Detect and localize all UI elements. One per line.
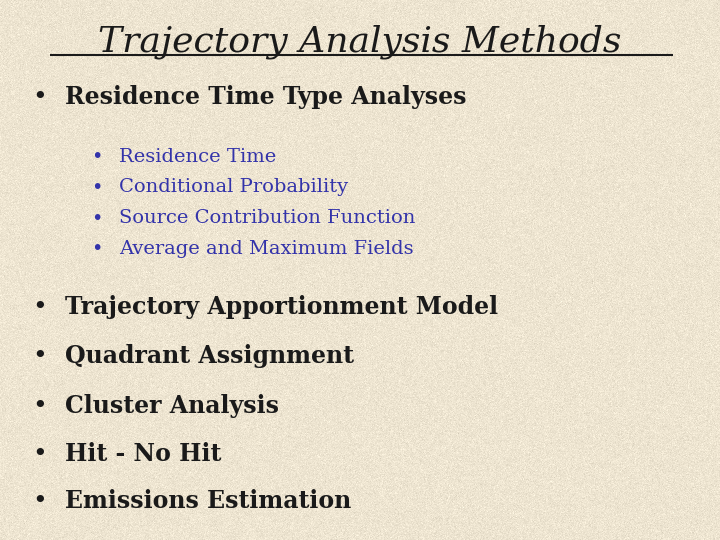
Text: Residence Time: Residence Time bbox=[119, 147, 276, 166]
Text: Trajectory Analysis Methods: Trajectory Analysis Methods bbox=[99, 24, 621, 59]
Text: Conditional Probability: Conditional Probability bbox=[119, 178, 348, 197]
Text: •: • bbox=[91, 178, 103, 197]
Text: Quadrant Assignment: Quadrant Assignment bbox=[65, 345, 354, 368]
Text: •: • bbox=[32, 85, 47, 109]
Text: Residence Time Type Analyses: Residence Time Type Analyses bbox=[65, 85, 467, 109]
Text: •: • bbox=[32, 442, 47, 465]
Text: Average and Maximum Fields: Average and Maximum Fields bbox=[119, 240, 413, 258]
Text: •: • bbox=[32, 489, 47, 513]
Text: •: • bbox=[91, 208, 103, 228]
Text: Trajectory Apportionment Model: Trajectory Apportionment Model bbox=[65, 295, 498, 319]
Text: Cluster Analysis: Cluster Analysis bbox=[65, 394, 279, 418]
Text: Emissions Estimation: Emissions Estimation bbox=[65, 489, 351, 513]
Text: •: • bbox=[32, 394, 47, 418]
Text: •: • bbox=[91, 239, 103, 259]
Text: •: • bbox=[91, 147, 103, 166]
Text: •: • bbox=[32, 345, 47, 368]
Text: Hit - No Hit: Hit - No Hit bbox=[65, 442, 221, 465]
Text: •: • bbox=[32, 295, 47, 319]
Text: Source Contribution Function: Source Contribution Function bbox=[119, 209, 415, 227]
